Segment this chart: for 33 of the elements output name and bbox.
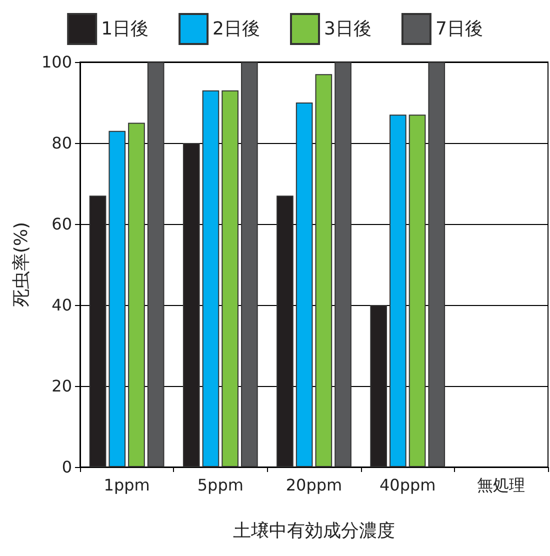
y-tick-label: 60 <box>52 214 72 234</box>
legend-label: 7日後 <box>435 18 483 40</box>
x-tick-label: 1ppm <box>104 476 150 494</box>
bar <box>241 62 258 467</box>
bar <box>202 90 220 467</box>
bar <box>334 62 352 467</box>
y-tick-label: 100 <box>41 52 72 72</box>
y-tick-label: 80 <box>52 134 72 152</box>
y-axis-title: 死虫率(%) <box>11 222 32 308</box>
y-tick-label: 20 <box>52 376 72 396</box>
x-tick-label: 5ppm <box>197 476 244 494</box>
x-tick-label: 無処理 <box>477 476 526 494</box>
bar <box>128 122 145 467</box>
bar <box>147 62 164 467</box>
y-tick-label: 0 <box>62 458 72 476</box>
x-tick-label: 20ppm <box>286 476 342 494</box>
y-tick-label: 40 <box>52 296 72 314</box>
legend-label: 3日後 <box>324 18 372 40</box>
bar <box>408 114 426 467</box>
bar <box>89 196 106 467</box>
legend-label: 1日後 <box>101 18 149 40</box>
bar <box>390 114 406 467</box>
bar <box>315 74 332 467</box>
x-axis-title: 土壌中有効成分濃度 <box>233 520 395 542</box>
legend-label: 2日後 <box>212 18 260 40</box>
bar <box>222 90 238 467</box>
bar <box>296 102 313 467</box>
bar <box>182 143 200 467</box>
bar <box>108 130 126 467</box>
bar <box>370 305 387 467</box>
bar <box>276 196 294 467</box>
bar <box>428 62 446 467</box>
x-tick-label: 40ppm <box>379 476 436 494</box>
